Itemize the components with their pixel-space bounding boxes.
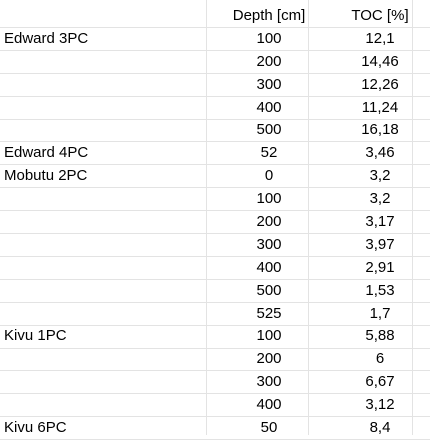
row-divider <box>0 324 430 326</box>
table-row: 525 1,7 <box>0 302 430 325</box>
toc-cell[interactable]: 12,1 <box>365 29 395 47</box>
toc-cell[interactable]: 3,46 <box>365 144 395 162</box>
depth-cell[interactable]: 525 <box>256 304 282 322</box>
table-row: 100 3,2 <box>0 187 430 210</box>
site-cell[interactable] <box>0 233 214 256</box>
depth-cell[interactable]: 400 <box>256 396 282 414</box>
site-cell[interactable] <box>0 118 214 141</box>
toc-cell[interactable]: 16,18 <box>361 121 399 139</box>
table-row: 400 2,91 <box>0 256 430 279</box>
row-divider <box>0 95 430 97</box>
toc-cell[interactable]: 5,88 <box>365 327 395 345</box>
site-cell[interactable] <box>0 347 214 370</box>
depth-cell[interactable]: 50 <box>260 418 278 436</box>
column-divider <box>308 0 309 435</box>
site-cell[interactable] <box>0 73 214 96</box>
row-divider <box>0 347 430 349</box>
toc-cell[interactable]: 3,17 <box>365 212 395 230</box>
row-divider <box>0 26 430 28</box>
toc-cell[interactable]: 1,7 <box>369 304 391 322</box>
row-divider <box>0 210 430 212</box>
site-cell[interactable] <box>0 96 214 119</box>
header-row: Depth [cm] TOC [%] <box>0 4 430 27</box>
column-divider <box>206 0 207 435</box>
depth-cell[interactable]: 400 <box>256 98 282 116</box>
toc-cell[interactable]: 11,24 <box>361 98 399 116</box>
data-table: Depth [cm] TOC [%] Edward 3PC 100 12,1 200 1… <box>0 4 430 439</box>
row-divider <box>0 164 430 166</box>
row-divider <box>0 187 430 189</box>
toc-cell[interactable]: 8,4 <box>369 418 391 436</box>
depth-cell[interactable]: 300 <box>256 75 282 93</box>
depth-cell[interactable]: 200 <box>256 212 282 230</box>
site-cell[interactable] <box>0 210 214 233</box>
table-row: 200 3,17 <box>0 210 430 233</box>
depth-cell[interactable]: 500 <box>256 281 282 299</box>
site-cell[interactable]: Mobutu 2PC <box>4 167 88 185</box>
site-cell[interactable]: Kivu 1PC <box>4 327 67 345</box>
site-cell[interactable] <box>0 256 214 279</box>
depth-cell[interactable]: 52 <box>260 144 278 162</box>
row-divider <box>0 416 430 418</box>
site-cell[interactable] <box>0 393 214 416</box>
row-divider <box>0 141 430 143</box>
table-row: 500 16,18 <box>0 118 430 141</box>
table-row: 500 1,53 <box>0 279 430 302</box>
toc-cell[interactable]: 6,67 <box>365 373 395 391</box>
table-row: 400 3,12 <box>0 393 430 416</box>
depth-cell[interactable]: 300 <box>256 373 282 391</box>
toc-cell[interactable]: 3,97 <box>365 235 395 253</box>
table-row: Mobutu 2PC 0 3,2 <box>0 164 430 187</box>
toc-cell[interactable]: 14,46 <box>361 52 399 70</box>
site-cell[interactable] <box>0 370 214 393</box>
site-cell[interactable]: Edward 4PC <box>4 144 89 162</box>
site-cell[interactable] <box>0 279 214 302</box>
depth-cell[interactable]: 400 <box>256 258 282 276</box>
toc-cell[interactable]: 6 <box>375 350 385 368</box>
table-row: Kivu 1PC 100 5,88 <box>0 324 430 347</box>
site-cell[interactable] <box>0 302 214 325</box>
depth-cell[interactable]: 100 <box>256 190 282 208</box>
site-cell[interactable]: Kivu 6PC <box>4 418 67 436</box>
row-divider <box>0 49 430 51</box>
column-divider <box>412 0 413 435</box>
row-divider <box>0 278 430 280</box>
toc-cell[interactable]: 2,91 <box>365 258 395 276</box>
toc-cell[interactable]: 3,12 <box>365 396 395 414</box>
toc-cell[interactable]: 1,53 <box>365 281 395 299</box>
row-divider <box>0 255 430 257</box>
depth-cell[interactable]: 100 <box>256 29 282 47</box>
table-row: Edward 3PC 100 12,1 <box>0 27 430 50</box>
depth-cell[interactable]: 200 <box>256 52 282 70</box>
table-row: Edward 4PC 52 3,46 <box>0 141 430 164</box>
depth-cell[interactable]: 500 <box>256 121 282 139</box>
header-cell-toc[interactable]: TOC [%] <box>351 6 409 24</box>
table-row: 300 12,26 <box>0 73 430 96</box>
row-divider <box>0 393 430 395</box>
table-row: 400 11,24 <box>0 96 430 119</box>
toc-cell[interactable]: 12,26 <box>361 75 399 93</box>
depth-cell[interactable]: 0 <box>264 167 274 185</box>
depth-cell[interactable]: 200 <box>256 350 282 368</box>
table-row: 300 6,67 <box>0 370 430 393</box>
table-row: 300 3,97 <box>0 233 430 256</box>
depth-cell[interactable]: 100 <box>256 327 282 345</box>
table-row: Kivu 6PC 50 8,4 <box>0 416 430 439</box>
header-cell-depth[interactable]: Depth [cm] <box>232 6 306 24</box>
row-divider <box>0 370 430 372</box>
table-row: 200 6 <box>0 347 430 370</box>
toc-cell[interactable]: 3,2 <box>369 167 391 185</box>
header-cell-site[interactable] <box>0 4 214 27</box>
toc-cell[interactable]: 3,2 <box>369 190 391 208</box>
row-divider <box>0 72 430 74</box>
table-row: 200 14,46 <box>0 50 430 73</box>
row-divider <box>0 233 430 234</box>
depth-cell[interactable]: 300 <box>256 235 282 253</box>
site-cell[interactable]: Edward 3PC <box>4 29 89 47</box>
row-divider <box>0 301 430 303</box>
row-divider <box>0 118 430 120</box>
site-cell[interactable] <box>0 50 214 73</box>
site-cell[interactable] <box>0 187 214 210</box>
